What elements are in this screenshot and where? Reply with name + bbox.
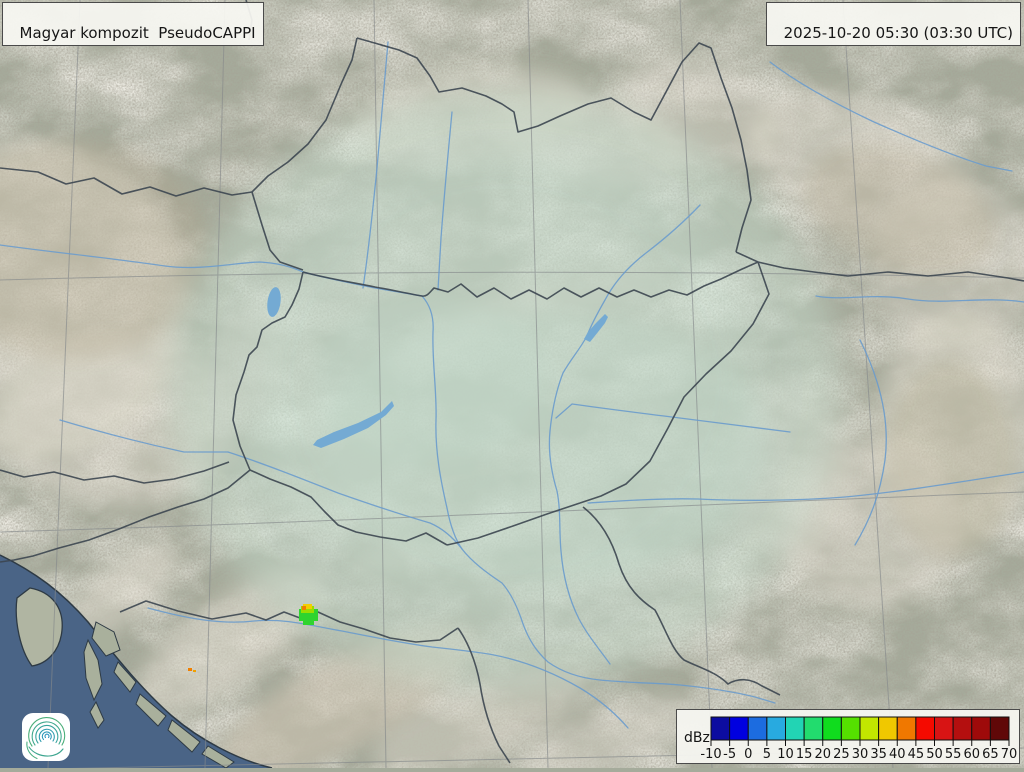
legend-color-cell — [766, 716, 786, 741]
legend-tick-label: 55 — [945, 747, 962, 762]
product-label-box: Magyar kompozit PseudoCAPPI — [2, 2, 264, 46]
legend-tick-label: 70 — [1001, 747, 1018, 762]
legend-color-cell — [878, 716, 898, 741]
radar-echo — [193, 670, 196, 672]
legend-color-cell — [952, 716, 973, 741]
rivers — [0, 41, 1024, 729]
legend-tick-label: 20 — [814, 747, 831, 762]
legend-tick-label: 40 — [889, 747, 906, 762]
legend-tick-label: 30 — [852, 747, 869, 762]
radar-echo — [301, 606, 314, 613]
lakes — [267, 287, 608, 448]
legend-tick-label: 50 — [926, 747, 943, 762]
lake-tisza — [584, 314, 608, 342]
met-service-logo — [22, 713, 70, 761]
dbz-legend: dBz -10 -5 0 5 10 15 20 25 30 35 40 45 50 55 60 65 70 — [676, 709, 1020, 764]
product-label: Magyar kompozit PseudoCAPPI — [19, 24, 256, 42]
legend-tick-label: 60 — [963, 747, 980, 762]
legend-color-cell — [840, 716, 861, 741]
lake-neusiedl — [267, 287, 281, 317]
legend-tick-label: 65 — [982, 747, 999, 762]
legend-color-cell — [729, 716, 749, 741]
radar-echo — [188, 668, 192, 671]
dbz-unit-label: dBz — [684, 730, 710, 746]
lake-balaton — [313, 401, 394, 448]
legend-color-cell — [989, 716, 1010, 741]
radar-echo — [303, 619, 314, 625]
legend-color-cell — [859, 716, 880, 741]
legend-color-cell — [896, 716, 917, 741]
timestamp-box: 2025-10-20 05:30 (03:30 UTC) — [766, 2, 1021, 46]
legend-tick-label: 0 — [744, 747, 752, 762]
legend-color-cell — [803, 716, 824, 741]
legend-color-cell — [710, 716, 731, 741]
legend-color-cell — [934, 716, 954, 741]
legend-color-scale: -10 -5 0 5 10 15 20 25 30 35 40 45 50 55 60 65 70 — [700, 716, 1018, 762]
legend-tick-label: 5 — [763, 747, 771, 762]
legend-tick-label: -5 — [723, 747, 736, 762]
radar-echo — [302, 606, 306, 610]
legend-color-cell — [822, 716, 842, 741]
radar-echo-layer — [188, 604, 318, 672]
radar-coverage-area — [169, 90, 841, 690]
radar-echo — [303, 604, 312, 609]
legend-tick-label: 10 — [777, 747, 794, 762]
legend-tick-label: 25 — [833, 747, 850, 762]
adriatic-sea — [0, 554, 273, 769]
legend-tick-label: 35 — [870, 747, 887, 762]
timestamp-label: 2025-10-20 05:30 (03:30 UTC) — [783, 24, 1013, 42]
legend-tick-label: -10 — [700, 747, 721, 762]
legend-tick-label: 15 — [796, 747, 813, 762]
legend-tick-label: 45 — [908, 747, 925, 762]
spiral-swirl-logo-icon — [26, 717, 66, 760]
legend-color-cell — [915, 716, 935, 741]
legend-color-cell — [747, 716, 768, 741]
legend-color-cell — [971, 716, 991, 741]
legend-color-cell — [785, 716, 805, 741]
